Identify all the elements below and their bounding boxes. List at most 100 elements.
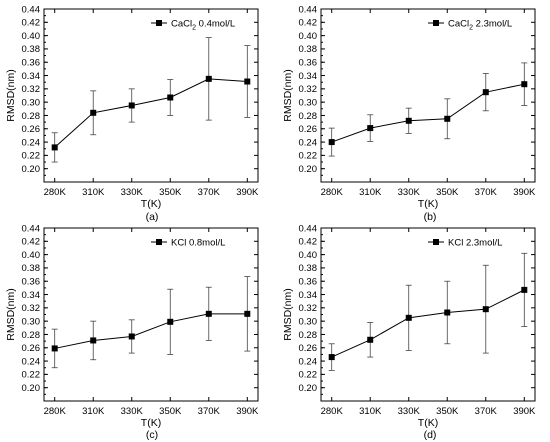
x-axis-title: T(K)	[418, 417, 438, 429]
data-point	[244, 78, 251, 85]
y-tick-label: 0.44	[22, 223, 41, 234]
legend-label-suffix: 0.4mol/L	[196, 19, 235, 30]
data-point	[51, 345, 58, 352]
y-tick-label: 0.22	[22, 370, 41, 381]
data-point	[367, 336, 374, 343]
y-tick-label: 0.42	[299, 237, 318, 248]
legend-label: CaCl2 2.3mol/L	[448, 19, 512, 32]
y-tick-label: 0.22	[299, 151, 318, 162]
data-point	[482, 306, 489, 313]
y-tick-label: 0.32	[22, 84, 41, 95]
x-tick-label: 330K	[398, 406, 421, 417]
y-tick-label: 0.42	[22, 237, 41, 248]
y-tick-label: 0.26	[22, 343, 41, 354]
chart-panel-3: 0.20 0.22 0.24 0.26 0.28 0.30 0.32 0.34 0.36 0.38…	[5, 223, 259, 441]
y-tick-label: 0.28	[299, 330, 318, 341]
series-line	[331, 289, 525, 358]
legend-label-subscript: 2	[469, 25, 473, 32]
y-tick-label: 0.40	[299, 250, 318, 261]
y-tick-label: 0.26	[299, 343, 318, 354]
x-axis-title: T(K)	[418, 198, 438, 210]
x-tick-label: 370K	[475, 187, 498, 198]
data-point	[90, 337, 97, 344]
y-tick-label: 0.20	[299, 383, 318, 394]
y-axis-title: RMSD(nm)	[5, 288, 17, 341]
x-tick-label: 350K	[436, 406, 459, 417]
legend-label-main: KCl 0.8mol/L	[171, 238, 225, 249]
y-axis-title: RMSD(nm)	[282, 69, 294, 122]
y-tick-label: 0.22	[299, 370, 318, 381]
x-tick-label: 310K	[359, 406, 382, 417]
y-axis-title: RMSD(nm)	[5, 69, 17, 122]
data-point	[482, 89, 489, 96]
plot-frame	[43, 8, 259, 183]
chart-panel-4: 0.20 0.22 0.24 0.26 0.28 0.30 0.32 0.34 0.36 0.38…	[282, 223, 536, 441]
x-tick-label: 280K	[321, 406, 344, 417]
x-tick-label: 350K	[436, 187, 459, 198]
x-tick-label: 370K	[198, 406, 221, 417]
data-point	[367, 125, 374, 132]
y-tick-label: 0.24	[22, 137, 41, 148]
y-tick-label: 0.24	[299, 356, 318, 367]
y-tick-label: 0.32	[299, 84, 318, 95]
x-tick-label: 390K	[513, 187, 536, 198]
legend-marker	[156, 239, 162, 245]
series-line	[331, 83, 525, 143]
panel-label: (c)	[146, 429, 158, 441]
data-point	[444, 115, 451, 122]
plot-frame	[320, 227, 536, 402]
y-tick-label: 0.44	[299, 223, 318, 234]
y-tick-label: 0.20	[299, 164, 318, 175]
y-tick-label: 0.38	[299, 263, 318, 274]
y-tick-label: 0.38	[22, 44, 41, 55]
data-point	[328, 139, 335, 146]
data-point	[128, 333, 135, 340]
y-tick-label: 0.32	[299, 303, 318, 314]
y-tick-label: 0.20	[22, 164, 41, 175]
legend-label-main: CaCl	[171, 19, 192, 30]
series-line	[54, 313, 248, 349]
data-point	[521, 81, 528, 88]
x-tick-label: 280K	[44, 406, 67, 417]
x-tick-label: 310K	[82, 187, 105, 198]
y-tick-label: 0.26	[22, 124, 41, 135]
chart-panel-2: 0.20 0.22 0.24 0.26 0.28 0.30 0.32 0.34 0.36 0.38…	[282, 4, 536, 223]
y-tick-label: 0.36	[22, 277, 41, 288]
data-point	[128, 102, 135, 109]
y-tick-label: 0.34	[22, 290, 41, 301]
x-tick-label: 330K	[398, 187, 421, 198]
y-tick-label: 0.36	[22, 58, 41, 69]
legend-label-suffix: 2.3mol/L	[473, 19, 512, 30]
x-tick-label: 280K	[321, 187, 344, 198]
y-tick-label: 0.22	[22, 151, 41, 162]
y-tick-label: 0.30	[22, 97, 41, 108]
panel-label: (a)	[146, 211, 159, 223]
y-tick-label: 0.42	[299, 18, 318, 29]
legend-label-main: KCl 2.3mol/L	[448, 238, 502, 249]
y-tick-label: 0.30	[299, 316, 318, 327]
series-line	[54, 78, 248, 148]
data-point	[521, 286, 528, 293]
data-point	[205, 310, 212, 317]
data-point	[167, 318, 174, 325]
legend-marker	[156, 20, 162, 26]
x-tick-label: 350K	[159, 187, 182, 198]
legend-label: KCl 2.3mol/L	[448, 238, 502, 249]
x-tick-label: 310K	[359, 187, 382, 198]
data-point	[405, 117, 412, 124]
y-tick-label: 0.34	[299, 71, 318, 82]
legend-marker	[433, 20, 439, 26]
x-tick-label: 390K	[236, 187, 259, 198]
y-tick-label: 0.24	[22, 356, 41, 367]
y-tick-label: 0.44	[299, 4, 318, 15]
y-tick-label: 0.36	[299, 277, 318, 288]
y-tick-label: 0.28	[299, 111, 318, 122]
y-tick-label: 0.34	[299, 290, 318, 301]
x-axis-title: T(K)	[141, 198, 161, 210]
data-point	[51, 144, 58, 151]
y-tick-label: 0.30	[22, 316, 41, 327]
y-tick-label: 0.28	[22, 111, 41, 122]
x-tick-label: 330K	[121, 406, 144, 417]
plot-frame	[320, 8, 536, 183]
